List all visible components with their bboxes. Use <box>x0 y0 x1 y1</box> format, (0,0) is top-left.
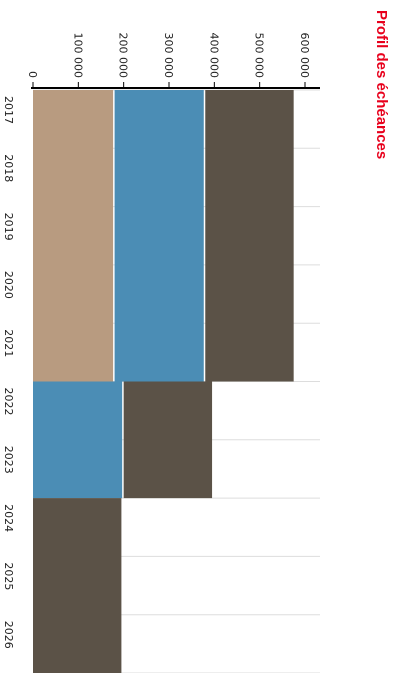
chart-title: Profil des échéances <box>373 10 390 159</box>
category-label: 2017 <box>2 96 15 124</box>
value-tick-label: 200 000 <box>117 33 130 79</box>
value-tick-label: 0 <box>26 71 39 78</box>
bars <box>33 90 294 673</box>
bar-series-1 <box>33 90 114 382</box>
category-axis-labels: 2017 2018 2019 2020 2021 2022 2023 2024 2025 2026 <box>2 96 15 649</box>
category-label: 2025 <box>2 562 15 590</box>
value-tick-label: 600 000 <box>298 33 311 79</box>
category-label: 2019 <box>2 213 15 241</box>
bar-series-3 <box>205 90 294 382</box>
bar-series-2 <box>33 381 123 499</box>
bar-series-3 <box>33 498 122 673</box>
category-label: 2024 <box>2 504 15 532</box>
category-label: 2021 <box>2 329 15 357</box>
category-label: 2018 <box>2 154 15 182</box>
bar-series-3 <box>123 381 213 499</box>
value-tick-label: 300 000 <box>162 33 175 79</box>
category-label: 2023 <box>2 446 15 474</box>
category-label: 2020 <box>2 271 15 299</box>
bar-series-2 <box>114 90 204 382</box>
value-tick-label: 500 000 <box>253 33 266 79</box>
category-label: 2026 <box>2 621 15 649</box>
value-tick-label: 100 000 <box>71 33 84 79</box>
category-label: 2022 <box>2 388 15 416</box>
value-tick-label: 400 000 <box>207 33 220 79</box>
value-axis-ticks: 0 100 000 200 000 300 000 400 000 500 000 600 … <box>26 33 311 88</box>
